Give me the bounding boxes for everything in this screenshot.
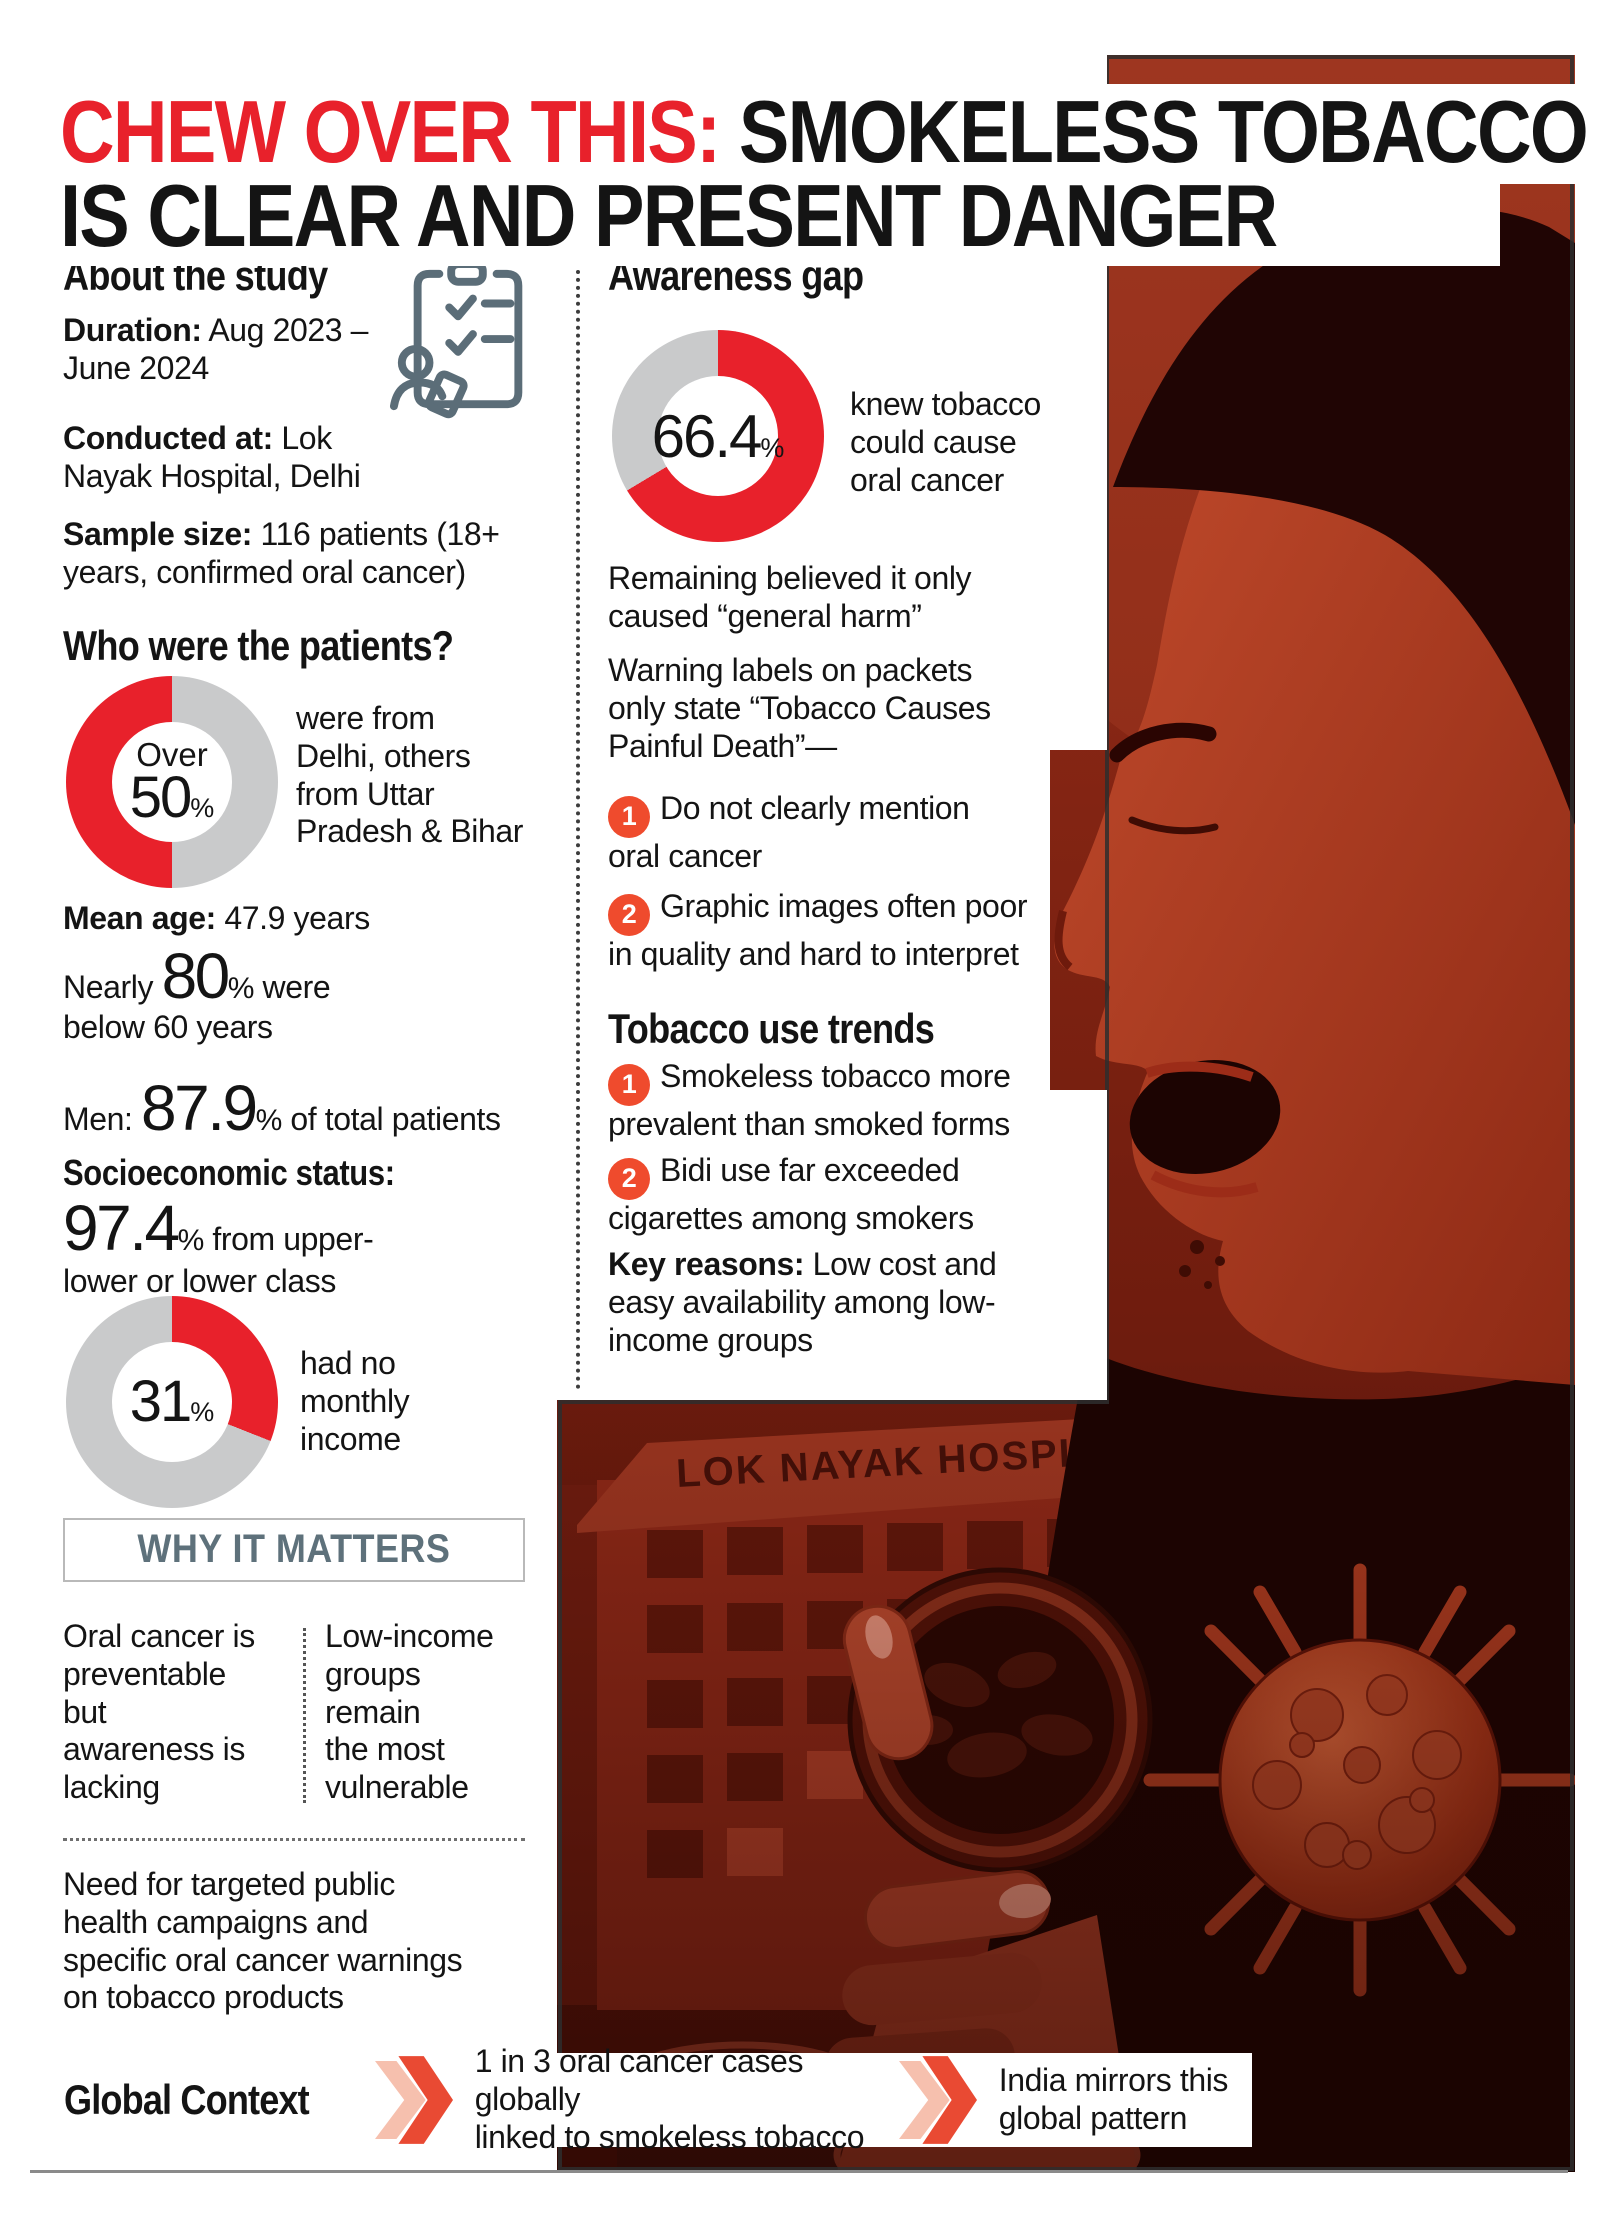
study-sample-size: Sample size: 116 patients (18+ years, co… <box>63 516 500 590</box>
mean-age: Mean age: 47.9 years <box>63 900 370 936</box>
awareness-para-2: Warning labels on packets only state “To… <box>608 652 991 764</box>
stat-below-60: Nearly 80% were below 60 years <box>63 940 331 1045</box>
bullet-2-icon: 2 <box>608 893 650 936</box>
column-divider-dotted <box>576 262 580 1390</box>
page-title-line2: IS CLEAR AND PRESENT DANGER <box>60 172 1501 266</box>
man-hair <box>1113 207 1575 826</box>
donut-caption-origin: were from Delhi, others from Uttar Prade… <box>296 700 524 850</box>
trend-1-icon: 1 <box>608 1063 650 1106</box>
donut-chart-patient-origin: Over 50% <box>66 676 278 888</box>
chevron-right-icon <box>898 2056 977 2144</box>
clipboard-survey-icon <box>389 260 523 419</box>
stat-men-share: Men: 87.9% of total patients <box>63 1072 501 1144</box>
why-columns-divider <box>303 1628 306 1803</box>
why-it-matters-box: WHY IT MATTERS <box>63 1518 525 1582</box>
donut-caption-income: had no monthly income <box>300 1345 410 1457</box>
study-location: Conducted at: Lok Nayak Hospital, Delhi <box>63 420 361 494</box>
page-title-line1: CHEW OVER THIS: SMOKELESS TOBACCO <box>60 84 1600 184</box>
patients-heading: Who were the patients? <box>63 622 454 669</box>
donut-caption-awareness: knew tobacco could cause oral cancer <box>850 386 1041 498</box>
trend-key-reasons: Key reasons: Low cost and easy availabil… <box>608 1246 997 1358</box>
awareness-para-1: Remaining believed it only caused “gener… <box>608 560 972 634</box>
trend-bullet-1: 1 Smokeless tobacco more prevalent than s… <box>608 1058 1011 1142</box>
bottom-rule <box>30 2170 1568 2173</box>
title-rest: SMOKELESS TOBACCO <box>738 82 1589 181</box>
donut-chart-awareness: 66.4% <box>612 330 824 542</box>
stat-socio-class: 97.4% from upper- lower or lower class <box>63 1192 374 1299</box>
global-context-item-1: 1 in 3 oral cancer cases globally linked… <box>474 2043 865 2155</box>
chevron-right-icon <box>374 2056 453 2144</box>
man-face <box>1054 375 1575 1385</box>
tobacco-man-photo-illustration: LOK NAYAK HOSPITAL <box>557 55 1575 2172</box>
socio-heading: Socioeconomic status: <box>63 1152 395 1193</box>
donut-center-prefix: Over <box>136 735 208 773</box>
why-column-2: Low-income groups remain the most vulner… <box>325 1618 494 1805</box>
why-footer-divider <box>63 1838 525 1841</box>
trend-bullet-2: 2 Bidi use far exceeded cigarettes among … <box>608 1152 974 1236</box>
trend-2-icon: 2 <box>608 1157 650 1200</box>
why-footer: Need for targeted public health campaign… <box>63 1866 463 2016</box>
bullet-1-icon: 1 <box>608 795 650 838</box>
global-context-strip: Global Context 1 in 3 oral cancer cases … <box>30 2043 1252 2155</box>
title-lead: CHEW OVER THIS: <box>60 82 739 181</box>
trends-heading: Tobacco use trends <box>608 1005 935 1052</box>
warning-bullet-1: 1 Do not clearly mention oral cancer <box>608 790 970 874</box>
donut-chart-no-income: 31% <box>66 1296 278 1508</box>
warning-bullet-2: 2 Graphic images often poor in quality an… <box>608 888 1028 972</box>
global-context-item-2: India mirrors this global pattern <box>998 2062 1229 2136</box>
why-column-1: Oral cancer is preventable but awareness… <box>63 1618 255 1805</box>
global-context-label: Global Context <box>64 2076 310 2123</box>
study-duration: Duration: Aug 2023 – June 2024 <box>63 312 369 386</box>
